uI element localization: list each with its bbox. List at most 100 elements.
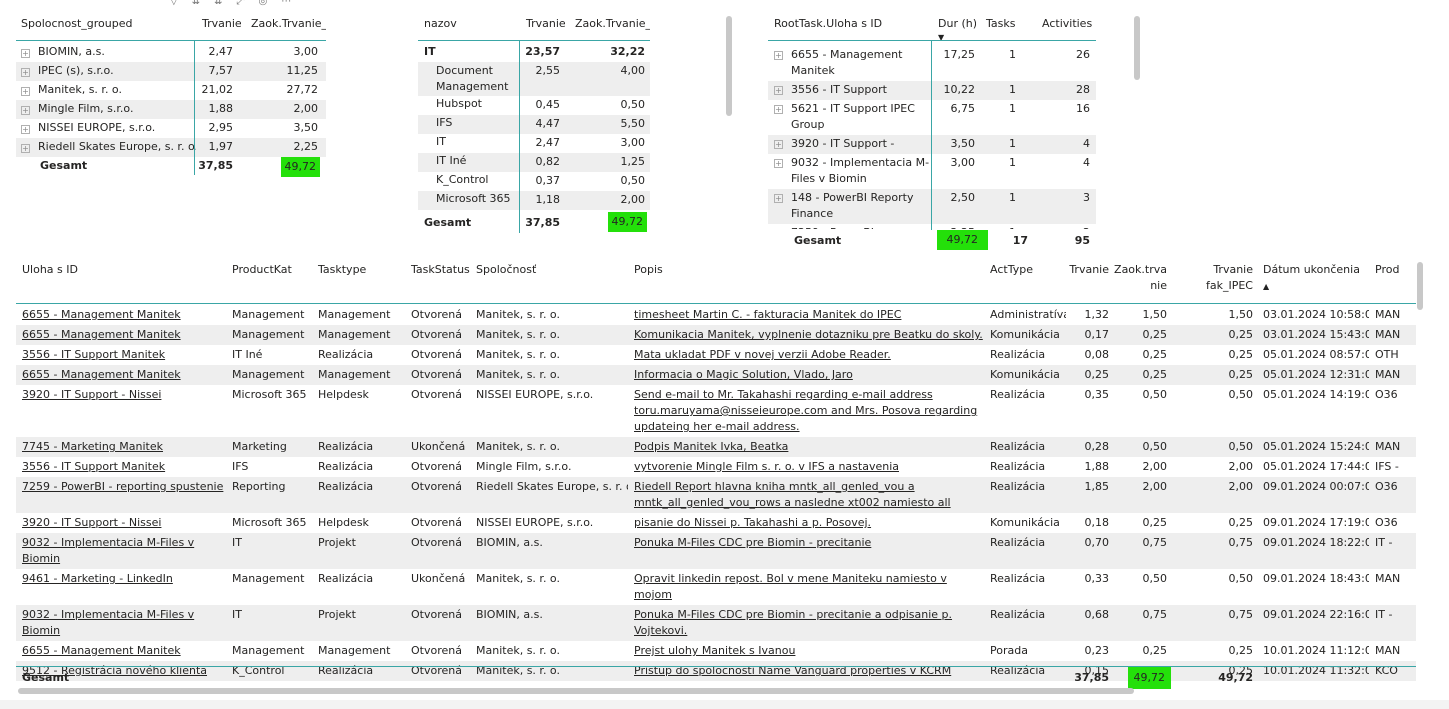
header-productkat[interactable]: ProductKat (232, 263, 292, 276)
expand-icon[interactable]: + (21, 49, 30, 58)
table-row[interactable]: + Riedell Skates Europe, s. r. o. 1,97 2,25 (16, 138, 326, 157)
uloha-link[interactable]: 7745 - Marketing Manitek (22, 440, 163, 453)
table-row[interactable]: 3556 - IT Support Manitek IT Iné Realizáci… (16, 345, 1416, 365)
popis-link[interactable]: Opravit linkedin repost. Bol v mene Mani… (634, 572, 947, 601)
uloha-link[interactable]: 9032 - Implementacia M-Files v Biomin (22, 536, 195, 565)
table-row[interactable]: 3556 - IT Support Manitek IFS Realizácia Ot… (16, 457, 1416, 477)
header-trvanie[interactable]: Trvanie (526, 17, 565, 30)
popis-link[interactable]: timesheet Martin C. - fakturacia Manitek… (634, 308, 902, 321)
expand-icon[interactable]: + (774, 159, 783, 168)
table-row[interactable]: 7259 - PowerBI - reporting spustenie Repo… (16, 477, 1416, 513)
uloha-link[interactable]: 3556 - IT Support Manitek (22, 348, 166, 361)
uloha-link[interactable]: 6655 - Management Manitek (22, 308, 181, 321)
table-row[interactable]: +3920 - IT Support - 3,50 1 4 (768, 135, 1096, 154)
table-row[interactable]: + Mingle Film, s.r.o. 1,88 2,00 (16, 100, 326, 119)
header-taskstatus[interactable]: TaskStatus (411, 263, 470, 276)
vertical-scrollbar[interactable] (1417, 262, 1423, 310)
header-activities[interactable]: Activities (1042, 17, 1093, 30)
focus-icon[interactable]: ◎ (258, 0, 282, 7)
uloha-link[interactable]: 7259 - PowerBI - reporting spustenie (22, 480, 224, 493)
table-row[interactable]: IT Iné 0,82 1,25 (418, 153, 650, 172)
table-row[interactable]: IFS 4,47 5,50 (418, 115, 650, 134)
table-row[interactable]: 6655 - Management Manitek Management Manag… (16, 305, 1416, 325)
table-row[interactable]: K_Control 0,37 0,50 (418, 172, 650, 191)
popis-link[interactable]: Podpis Manitek Ivka, Beatka (634, 440, 789, 453)
table-row[interactable]: Hubspot 0,45 0,50 (418, 96, 650, 115)
header-spolocnost[interactable]: Spoločnosť (476, 263, 537, 276)
table-row[interactable]: 9461 - Marketing - LinkedIn Management Rea… (16, 569, 1416, 605)
expand-icon[interactable]: + (774, 105, 783, 114)
pin-icon[interactable]: ⤢ (236, 0, 259, 7)
uloha-link[interactable]: 6655 - Management Manitek (22, 644, 181, 657)
group-row[interactable]: IT 23,57 32,22 (418, 43, 650, 62)
table-row[interactable]: +6655 - Management Manitek 17,25 1 26 (768, 46, 1096, 81)
header-dur[interactable]: Dur (h) ▼ (938, 17, 976, 42)
table-row[interactable]: 6655 - Management Manitek Management Manag… (16, 325, 1416, 345)
header-zaok-trvanie[interactable]: Zaok.Trvanie_ (575, 17, 650, 30)
popis-link[interactable]: Informacia o Magic Solution, Vlado, Jaro (634, 368, 853, 381)
table-row[interactable]: IT 2,47 3,00 (418, 134, 650, 153)
header-zaok-trvanie[interactable]: Zaok.trvanie (1114, 263, 1167, 292)
popis-link[interactable]: Ponuka M-Files CDC pre Biomin - precitan… (634, 536, 872, 549)
uloha-link[interactable]: 9032 - Implementacia M-Files v Biomin (22, 608, 195, 637)
expand-icon[interactable]: + (21, 68, 30, 77)
popis-link[interactable]: Riedell Report hlavna kniha mntk_all_gen… (634, 480, 951, 509)
expand-icon[interactable]: + (774, 140, 783, 149)
popis-link[interactable]: Ponuka M-Files CDC pre Biomin - precitan… (634, 608, 953, 637)
uloha-link[interactable]: 6655 - Management Manitek (22, 368, 181, 381)
header-acttype[interactable]: ActType (990, 263, 1033, 276)
table-row[interactable]: 7745 - Marketing Manitek Marketing Realizá… (16, 437, 1416, 457)
header-roottask[interactable]: RootTask.Uloha s ID (774, 17, 883, 30)
uloha-link[interactable]: 3920 - IT Support - Nissei (22, 388, 162, 401)
table-row[interactable]: 3920 - IT Support - Nissei Microsoft 365 H… (16, 385, 1416, 437)
header-trvanie-fak[interactable]: Trvanie fak_IPEC (1206, 263, 1253, 292)
table-row[interactable]: 3920 - IT Support - Nissei Microsoft 365 H… (16, 513, 1416, 533)
header-uloha[interactable]: Uloha s ID (22, 263, 78, 276)
expand-icon[interactable]: + (21, 125, 30, 134)
popis-link[interactable]: Pristup do spolocnosti Name Vanguard pro… (634, 664, 952, 677)
more-icon[interactable]: ⋯ (281, 0, 306, 7)
header-prod[interactable]: Prod (1375, 263, 1400, 276)
table-row[interactable]: + Manitek, s. r. o. 21,02 27,72 (16, 81, 326, 100)
header-trvanie[interactable]: Trvanie (202, 17, 241, 30)
horizontal-scrollbar[interactable] (18, 688, 1134, 694)
vertical-scrollbar[interactable] (726, 16, 732, 116)
table-row[interactable]: +148 - PowerBI Reporty Finance 2,50 1 3 (768, 189, 1096, 224)
table-row[interactable]: Document Management 2,55 4,00 (418, 62, 650, 96)
table-row[interactable]: 6655 - Management Manitek Management Manag… (16, 641, 1416, 661)
expand-icon[interactable]: + (21, 144, 30, 153)
table-row[interactable]: +9032 - Implementacia M-Files v Biomin 3,… (768, 154, 1096, 189)
expand-icon[interactable]: + (774, 51, 783, 60)
popis-link[interactable]: vytvorenie Mingle Film s. r. o. v IFS a … (634, 460, 899, 473)
popis-link[interactable]: Send e-mail to Mr. Takahashi regarding e… (634, 388, 978, 433)
table-row[interactable]: 6655 - Management Manitek Management Manag… (16, 365, 1416, 385)
popis-link[interactable]: pisanie do Nissei p. Takahashi a p. Poso… (634, 516, 872, 529)
uloha-link[interactable]: 6655 - Management Manitek (22, 328, 181, 341)
expand-icon[interactable]: + (774, 194, 783, 203)
uloha-link[interactable]: 9461 - Marketing - LinkedIn (22, 572, 173, 585)
sort-asc-icon[interactable]: ⇊ (191, 0, 215, 7)
popis-link[interactable]: Prejst ulohy Manitek s Ivanou (634, 644, 796, 657)
popis-link[interactable]: Komunikacia Manitek, vyplnenie dotazniku… (634, 328, 983, 341)
table-row[interactable]: 9032 - Implementacia M-Files v Biomin IT P… (16, 605, 1416, 641)
table-row[interactable]: + NISSEI EUROPE, s.r.o. 2,95 3,50 (16, 119, 326, 138)
uloha-link[interactable]: 3920 - IT Support - Nissei (22, 516, 162, 529)
header-tasktype[interactable]: Tasktype (318, 263, 367, 276)
popis-link[interactable]: Mata ukladat PDF v novej verzii Adobe Re… (634, 348, 891, 361)
uloha-link[interactable]: 3556 - IT Support Manitek (22, 460, 166, 473)
table-row[interactable]: +3556 - IT Support 10,22 1 28 (768, 81, 1096, 100)
uloha-link[interactable]: 9512 - Registrácia nového klienta (22, 664, 208, 677)
table-row[interactable]: + BIOMIN, a.s. 2,47 3,00 (16, 43, 326, 62)
expand-icon[interactable]: + (21, 106, 30, 115)
table-row[interactable]: 9032 - Implementacia M-Files v Biomin IT P… (16, 533, 1416, 569)
table-row[interactable]: + IPEC (s), s.r.o. 7,57 11,25 (16, 62, 326, 81)
header-tasks[interactable]: Tasks (986, 17, 1016, 30)
table-row[interactable]: +5621 - IT Support IPEC Group 6,75 1 16 (768, 100, 1096, 135)
header-zaok-trvanie[interactable]: Zaok.Trvanie_ (251, 17, 326, 30)
table-row[interactable]: Microsoft 365 1,18 2,00 (418, 191, 650, 210)
expand-icon[interactable]: + (774, 86, 783, 95)
header-datum[interactable]: Dátum ukončenia ▲ (1257, 256, 1369, 303)
sort-desc-icon[interactable]: ⇊ (214, 0, 237, 7)
header-nazov[interactable]: nazov (424, 17, 457, 30)
